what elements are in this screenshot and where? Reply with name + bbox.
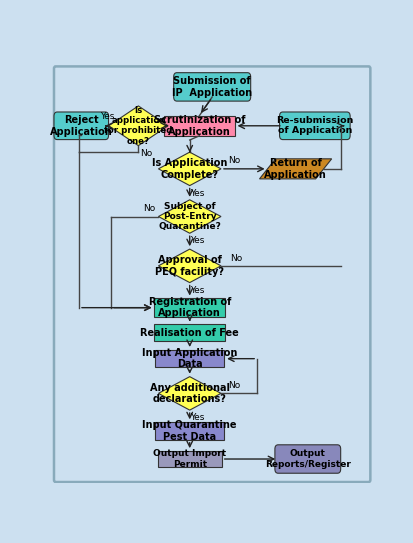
Bar xyxy=(154,299,225,317)
Bar xyxy=(154,324,225,341)
Text: Reject
Application: Reject Application xyxy=(50,115,112,137)
Text: Return of
Application: Return of Application xyxy=(263,158,326,180)
Polygon shape xyxy=(158,200,221,233)
Polygon shape xyxy=(158,377,221,410)
Text: Yes: Yes xyxy=(190,413,204,422)
Text: Output
Reports/Register: Output Reports/Register xyxy=(264,449,350,469)
FancyBboxPatch shape xyxy=(173,73,250,101)
Text: Is
application
for prohibited
one?: Is application for prohibited one? xyxy=(104,106,172,146)
FancyBboxPatch shape xyxy=(279,112,349,140)
Polygon shape xyxy=(158,249,221,282)
Text: Re-submission
of Application: Re-submission of Application xyxy=(275,116,353,136)
Text: Submission of
IP  Application: Submission of IP Application xyxy=(172,76,252,98)
FancyBboxPatch shape xyxy=(54,112,108,140)
Text: Yes: Yes xyxy=(190,286,204,295)
Text: No: No xyxy=(142,204,154,213)
Polygon shape xyxy=(259,159,331,179)
FancyBboxPatch shape xyxy=(274,445,340,473)
Text: Is Application
Complete?: Is Application Complete? xyxy=(152,158,227,180)
Text: No: No xyxy=(228,156,240,165)
Text: Scrutinization of
Application: Scrutinization of Application xyxy=(153,115,244,137)
Text: Registration of
Application: Registration of Application xyxy=(148,297,230,318)
Text: Output Import
Permit: Output Import Permit xyxy=(153,449,226,469)
Bar xyxy=(155,422,224,440)
Polygon shape xyxy=(109,106,168,146)
Text: Yes: Yes xyxy=(190,236,204,245)
Text: Any additional
declarations?: Any additional declarations? xyxy=(150,383,229,404)
Text: Subject of
Post-Entry
Quarantine?: Subject of Post-Entry Quarantine? xyxy=(158,201,221,231)
Text: Input Application
Data: Input Application Data xyxy=(142,348,237,369)
Text: No: No xyxy=(230,254,242,263)
Text: No: No xyxy=(227,381,240,389)
Text: Yes: Yes xyxy=(100,112,114,121)
Bar xyxy=(164,116,234,136)
Text: Yes: Yes xyxy=(190,188,204,198)
Bar xyxy=(157,451,221,467)
Text: Realisation of Fee: Realisation of Fee xyxy=(140,328,239,338)
FancyBboxPatch shape xyxy=(54,66,370,482)
Bar xyxy=(155,350,224,368)
Text: Approval of
PEQ facility?: Approval of PEQ facility? xyxy=(155,255,224,276)
Text: No: No xyxy=(140,149,152,157)
Polygon shape xyxy=(158,152,221,186)
Text: Input Quarantine
Pest Data: Input Quarantine Pest Data xyxy=(142,420,236,442)
